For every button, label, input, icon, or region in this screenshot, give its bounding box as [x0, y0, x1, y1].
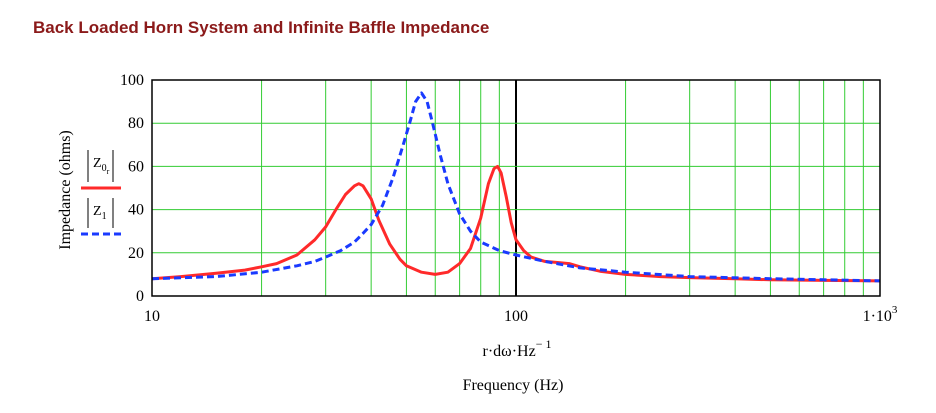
legend-symbol-1: Z0r [93, 156, 110, 176]
x-tick-label: 100 [504, 308, 528, 325]
x-tick-label: 10 [144, 308, 160, 325]
x-tick-label: 1·103 [863, 304, 898, 325]
plot-frame [151, 79, 881, 297]
series-lines [151, 91, 881, 283]
y-tick-label: 100 [120, 72, 144, 89]
y-tick-label: 60 [128, 158, 144, 175]
x-axis-expression: r·dω·Hz− 1 [483, 337, 552, 360]
y-tick-label: 20 [128, 245, 144, 262]
y-tick-label: 40 [128, 202, 144, 219]
legend-symbol-2: Z1 [93, 204, 107, 222]
y-axis-label: Impedance (ohms) [57, 130, 74, 250]
y-tick-label: 80 [128, 115, 144, 132]
tick-labels: 0 20 40 60 80 100 10 100 1·103 [120, 72, 898, 325]
y-tick-label: 0 [136, 288, 144, 305]
x-axis-label: Frequency (Hz) [463, 377, 564, 394]
legend-entry-1: Z0r [81, 150, 121, 190]
series-line-z1 [151, 91, 881, 283]
legend: Z0r Z1 [81, 150, 121, 236]
chart-title: Back Loaded Horn System and Infinite Baf… [33, 18, 489, 37]
legend-entry-2: Z1 [81, 198, 121, 236]
grid [151, 79, 880, 297]
